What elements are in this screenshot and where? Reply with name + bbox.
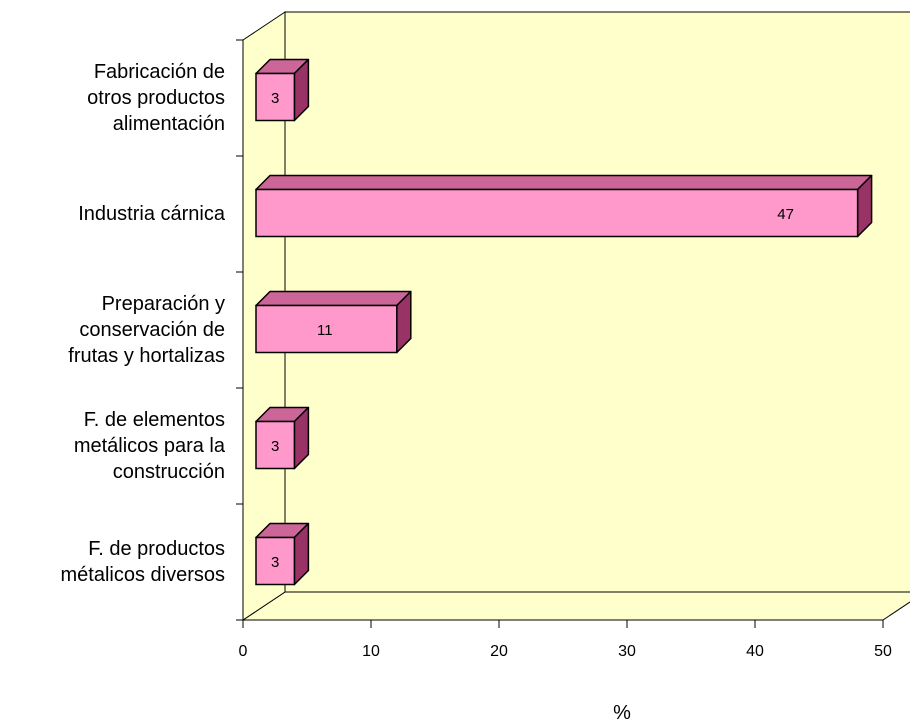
chart-axes — [236, 39, 884, 628]
category-label: Fabricación de otros productos alimentació… — [87, 61, 225, 135]
x-axis-title: % — [613, 702, 631, 724]
category-label: Preparación y conservación de frutas y hor… — [68, 293, 225, 367]
x-tick-label: 0 — [239, 643, 248, 660]
bar-data-label: 3 — [271, 554, 279, 571]
category-label-line: construcción — [113, 461, 225, 483]
category-label-line: Industria cárnica — [78, 203, 226, 225]
bar-data-label: 3 — [271, 438, 279, 455]
category-label: F. de productos métalicos diversos — [60, 538, 225, 586]
x-tick-label: 40 — [746, 643, 764, 660]
x-tick-label: 30 — [618, 643, 636, 660]
bar-front — [255, 420, 296, 470]
x-tick-label: 50 — [874, 643, 892, 660]
category-label-line: Fabricación de — [94, 61, 225, 83]
bar: 3 — [255, 522, 310, 586]
category-label-line: F. de elementos — [84, 409, 225, 431]
bar-data-label: 3 — [271, 90, 279, 107]
category-label-line: alimentación — [113, 113, 225, 135]
bar-data-label: 47 — [777, 206, 794, 223]
x-tick-label: 20 — [490, 643, 508, 660]
bar: 11 — [255, 290, 412, 354]
bar-data-label: 11 — [317, 322, 333, 339]
category-label-line: otros productos — [87, 87, 225, 109]
bar: 47 — [255, 174, 873, 238]
category-label-line: Preparación y — [102, 293, 225, 315]
bar-front — [255, 72, 296, 122]
category-labels: Fabricación de otros productos alimentació… — [60, 61, 225, 586]
category-label: F. de elementos metálicos para la construc… — [74, 409, 226, 483]
bars: 3 47 11 3 3 — [255, 58, 873, 586]
x-tick-label: 10 — [362, 643, 380, 660]
bar-top — [255, 174, 873, 191]
category-label: Industria cárnica — [78, 203, 226, 225]
bar-front — [255, 536, 296, 586]
floor — [241, 591, 910, 621]
bar-top — [255, 290, 412, 307]
category-label-line: F. de productos — [88, 538, 225, 560]
bar-front — [255, 188, 859, 238]
category-label-line: metálicos para la — [74, 435, 226, 457]
category-label-line: frutas y hortalizas — [68, 345, 225, 367]
bar: 3 — [255, 406, 310, 470]
category-label-line: métalicos diversos — [60, 564, 225, 586]
category-label-line: conservación de — [79, 319, 225, 341]
bar: 3 — [255, 58, 310, 122]
x-tick-labels: 0 10 20 30 40 50 — [239, 643, 892, 660]
bar-front — [255, 304, 398, 354]
